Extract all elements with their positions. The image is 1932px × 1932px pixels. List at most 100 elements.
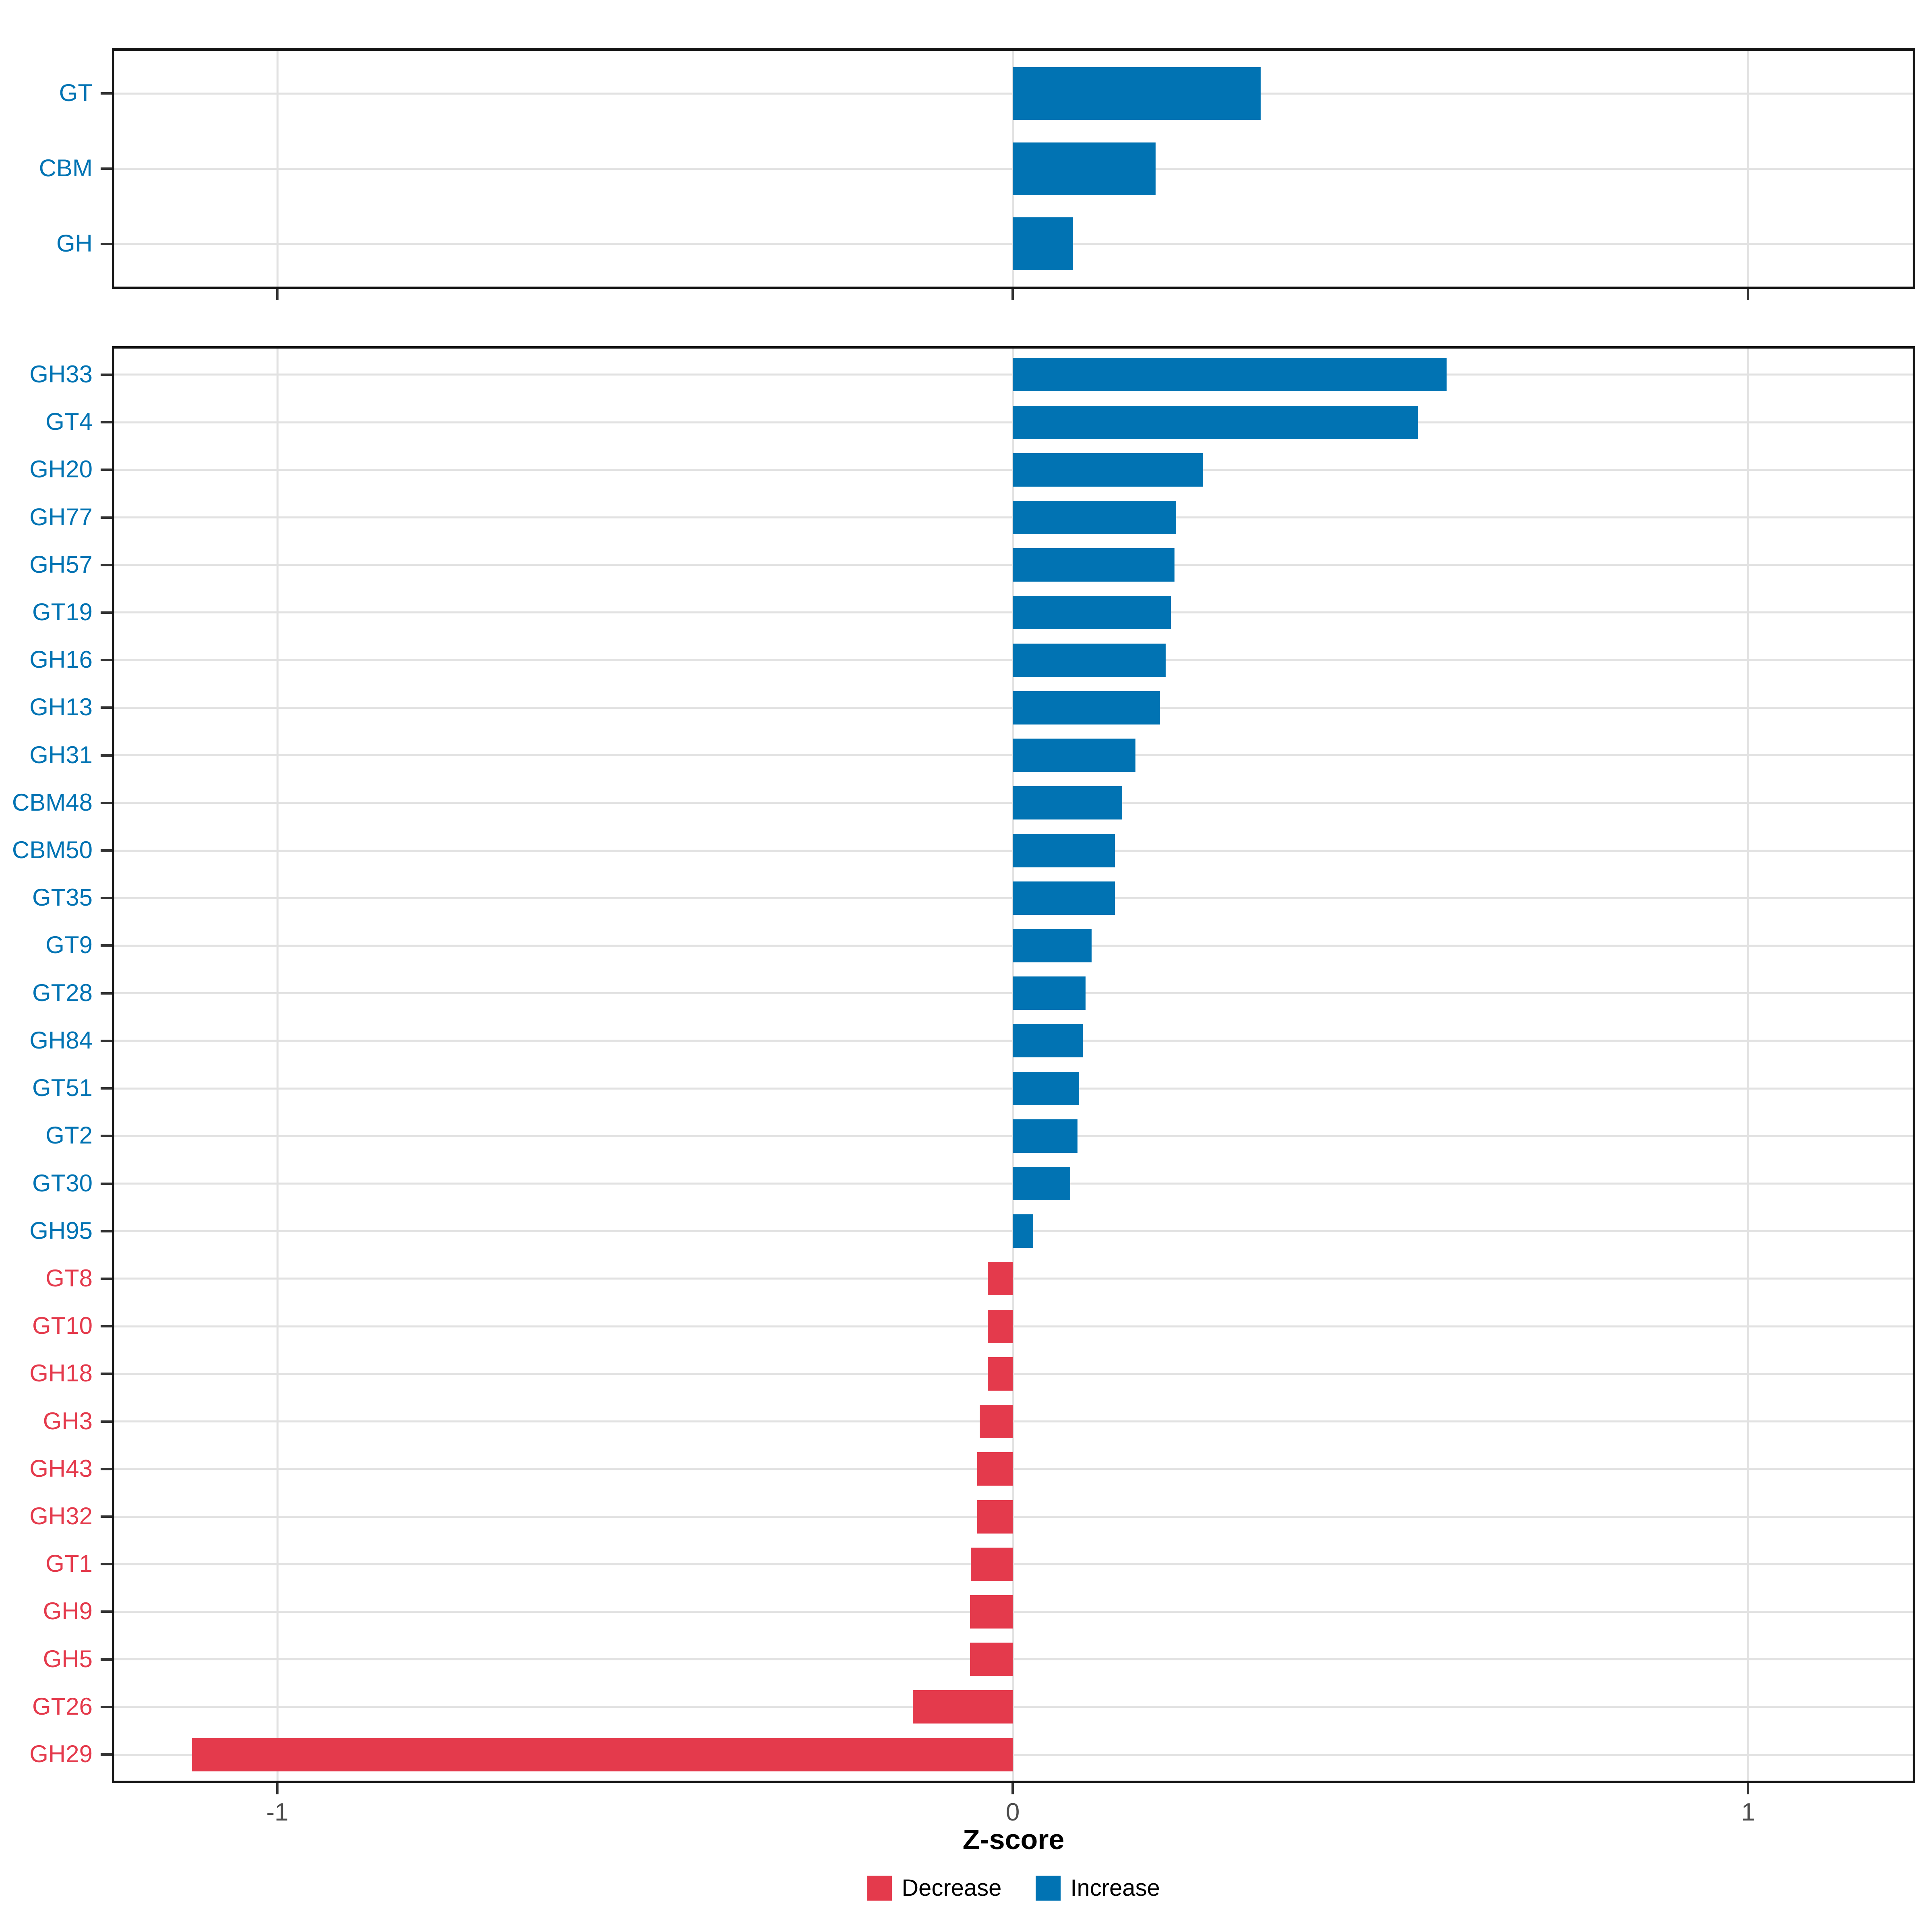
category-label-GT26: GT26 — [32, 1693, 93, 1720]
category-label-GH77: GH77 — [29, 503, 93, 530]
category-label-GH95: GH95 — [29, 1217, 93, 1244]
bar-GH16 — [1013, 644, 1166, 677]
x-tick — [1747, 1783, 1750, 1794]
y-tick — [101, 242, 112, 245]
bar-GT8 — [988, 1262, 1013, 1295]
bar-GT — [1013, 67, 1261, 120]
bar-GT1 — [971, 1548, 1013, 1581]
y-tick — [101, 421, 112, 424]
gridline-horizontal — [112, 1468, 1915, 1470]
legend-label-decrease: Decrease — [902, 1875, 1002, 1901]
y-tick — [101, 516, 112, 519]
y-tick — [101, 706, 112, 709]
y-tick — [101, 992, 112, 995]
category-label-GT: GT — [59, 79, 93, 107]
y-tick — [101, 1087, 112, 1090]
y-tick — [101, 564, 112, 566]
y-tick — [101, 1468, 112, 1470]
bar-GT10 — [988, 1310, 1013, 1343]
bar-GH29 — [192, 1738, 1013, 1771]
category-label-GH9: GH9 — [43, 1598, 93, 1625]
gridline-horizontal — [112, 1563, 1915, 1565]
legend-swatch-increase-icon — [1036, 1876, 1061, 1901]
bar-GT35 — [1013, 881, 1115, 915]
bar-GH32 — [977, 1500, 1013, 1534]
y-tick — [101, 659, 112, 662]
bar-CBM — [1013, 142, 1156, 195]
legend-item-increase: Increase — [1036, 1876, 1160, 1901]
y-tick — [101, 167, 112, 170]
y-tick — [101, 801, 112, 804]
bar-GT9 — [1013, 929, 1092, 962]
category-label-CBM48: CBM48 — [12, 788, 93, 816]
y-tick — [101, 611, 112, 614]
y-tick — [101, 849, 112, 852]
bar-GH — [1013, 217, 1073, 270]
legend-swatch-decrease-icon — [867, 1876, 892, 1901]
y-tick — [101, 754, 112, 757]
legend-item-decrease: Decrease — [867, 1876, 1001, 1901]
y-tick — [101, 373, 112, 376]
gridline-horizontal — [112, 1373, 1915, 1375]
y-tick — [101, 1325, 112, 1328]
y-tick — [101, 944, 112, 947]
bar-GT2 — [1013, 1119, 1077, 1153]
y-tick — [101, 897, 112, 900]
y-tick — [101, 1277, 112, 1280]
bar-GT19 — [1013, 596, 1171, 629]
y-tick — [101, 1039, 112, 1042]
category-label-GT9: GT9 — [45, 931, 93, 959]
category-label-GT10: GT10 — [32, 1312, 93, 1340]
bar-GH18 — [988, 1357, 1013, 1391]
y-tick — [101, 1420, 112, 1423]
category-label-GT19: GT19 — [32, 598, 93, 625]
category-label-GH43: GH43 — [29, 1455, 93, 1482]
category-label-GH16: GH16 — [29, 646, 93, 673]
bar-GH33 — [1013, 358, 1447, 391]
y-tick — [101, 1230, 112, 1232]
x-tick — [1747, 289, 1750, 300]
x-tick-label-1: 1 — [1741, 1798, 1755, 1826]
category-label-GH5: GH5 — [43, 1645, 93, 1672]
gridline-horizontal — [112, 1610, 1915, 1613]
bar-CBM48 — [1013, 786, 1123, 819]
category-label-GT35: GT35 — [32, 884, 93, 911]
category-label-GT4: GT4 — [45, 408, 93, 436]
y-tick — [101, 1658, 112, 1661]
y-tick — [101, 1515, 112, 1518]
bar-GH95 — [1013, 1214, 1034, 1248]
x-tick — [276, 289, 279, 300]
category-label-GH33: GH33 — [29, 360, 93, 388]
bar-GH57 — [1013, 548, 1175, 582]
bar-GT51 — [1013, 1072, 1079, 1105]
category-label-GT28: GT28 — [32, 979, 93, 1006]
category-label-GH29: GH29 — [29, 1740, 93, 1768]
y-tick — [101, 469, 112, 471]
category-label-GT30: GT30 — [32, 1169, 93, 1197]
gridline-vertical — [276, 346, 279, 1783]
y-tick — [101, 1135, 112, 1137]
y-tick — [101, 1705, 112, 1708]
category-label-GH57: GH57 — [29, 551, 93, 578]
category-label-CBM: CBM — [39, 155, 93, 182]
y-tick — [101, 92, 112, 95]
category-label-GT8: GT8 — [45, 1264, 93, 1292]
category-label-GT1: GT1 — [45, 1550, 93, 1577]
bar-GT28 — [1013, 976, 1086, 1010]
category-label-GH18: GH18 — [29, 1360, 93, 1387]
gridline-horizontal — [112, 1325, 1915, 1327]
bar-GH84 — [1013, 1024, 1083, 1057]
bar-GH31 — [1013, 739, 1136, 772]
bar-CBM50 — [1013, 834, 1115, 867]
bar-GH13 — [1013, 691, 1160, 724]
x-axis-title: Z-score — [962, 1824, 1065, 1855]
y-tick — [101, 1563, 112, 1566]
category-label-GH84: GH84 — [29, 1026, 93, 1054]
legend: Decrease Increase — [867, 1876, 1160, 1901]
x-tick-label-0: 0 — [1005, 1798, 1020, 1826]
x-tick-label--1: -1 — [266, 1798, 289, 1826]
x-tick — [276, 1783, 279, 1794]
y-tick — [101, 1373, 112, 1375]
gridline-horizontal — [112, 1658, 1915, 1661]
